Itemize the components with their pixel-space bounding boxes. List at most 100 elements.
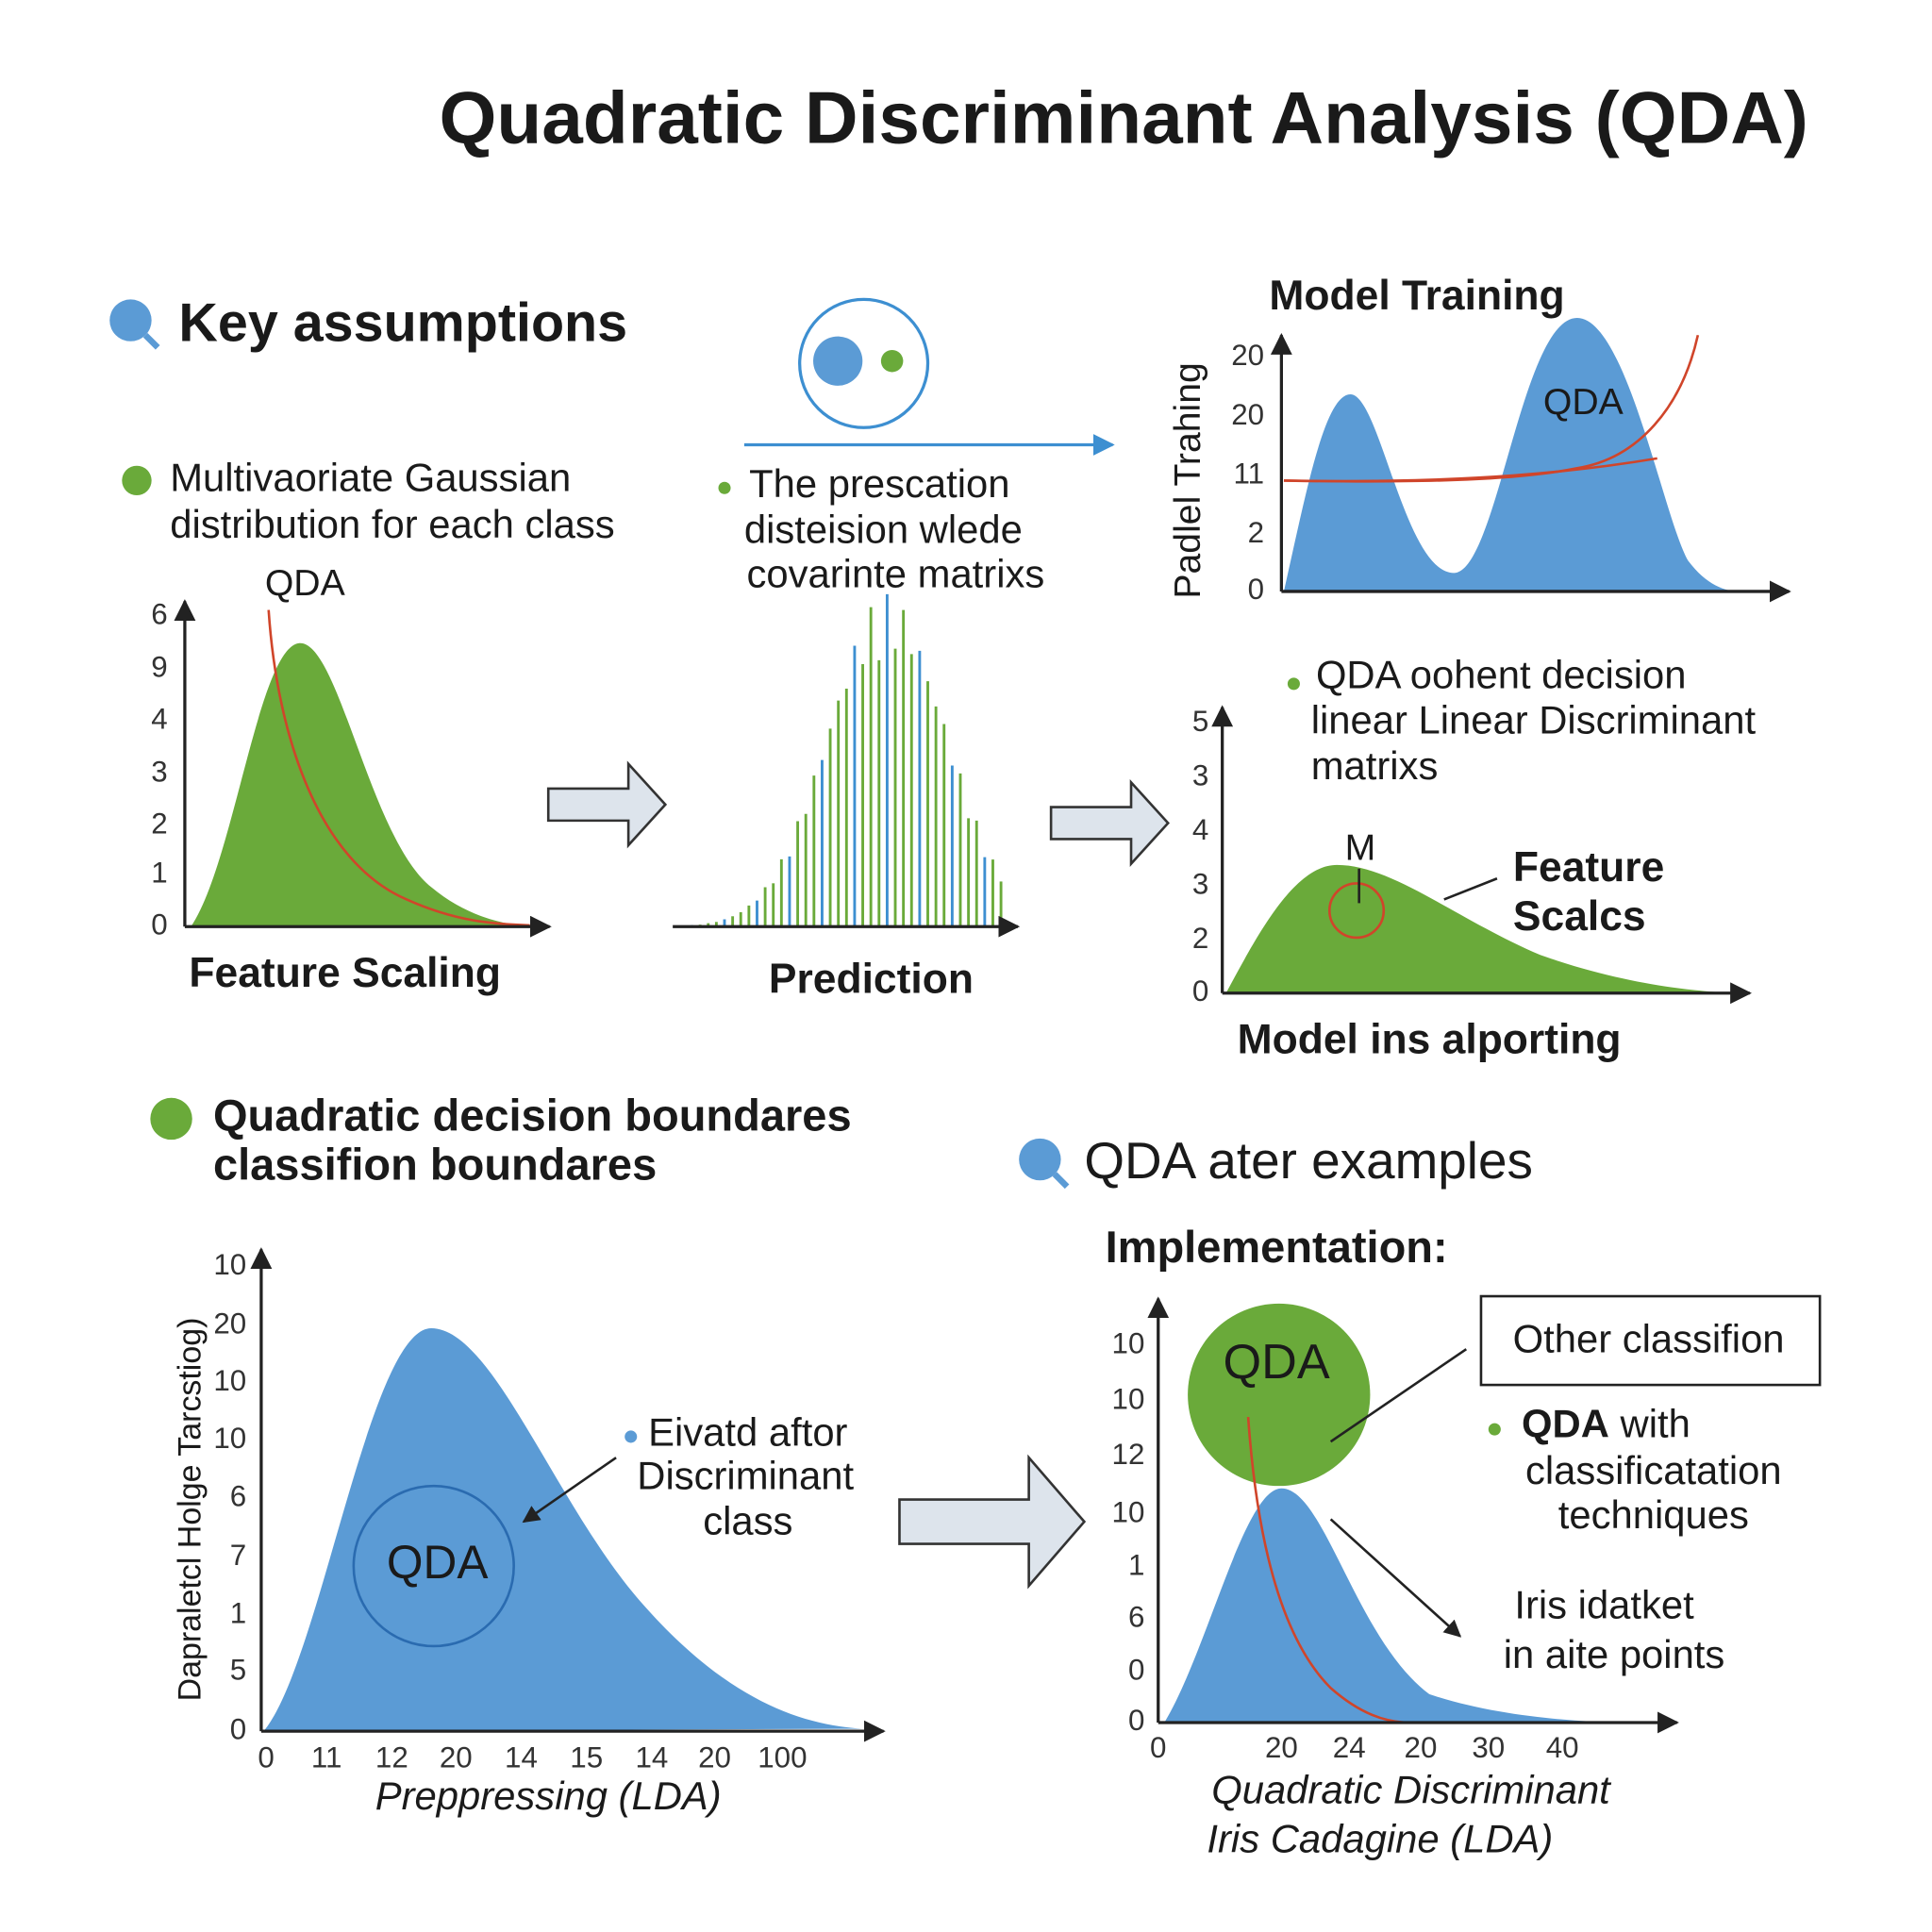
- bullet-dot: [718, 481, 731, 494]
- flow-arrow: [546, 760, 668, 849]
- y-tick-label: 3: [1192, 758, 1208, 791]
- bullet-line: QDA oohent decision: [1316, 652, 1687, 696]
- y-tick-label: 1: [151, 857, 167, 890]
- x-tick-label: 0: [1150, 1731, 1166, 1764]
- caption: Feature Scaling: [189, 950, 501, 996]
- y-tick-label: 1: [230, 1597, 246, 1630]
- bullet-line: matrixs: [1311, 743, 1439, 788]
- circle-label: QDA: [387, 1536, 489, 1589]
- y-tick-label: 0: [1248, 573, 1264, 606]
- x-tick-label: 12: [375, 1740, 408, 1774]
- bullet-line: linear Linear Discriminant: [1311, 698, 1757, 742]
- x-tick-label: 24: [1333, 1731, 1366, 1764]
- bullet-dot: [150, 1097, 192, 1141]
- y-tick-label: 6: [1128, 1601, 1144, 1634]
- y-tick-label: 12: [1112, 1438, 1145, 1471]
- y-tick-label: 7: [230, 1539, 246, 1572]
- annotation: Eivatd aftor: [648, 1410, 847, 1455]
- bullet-line: techniques: [1558, 1492, 1749, 1537]
- y-tick-label: 2: [1248, 516, 1264, 549]
- callout-line: [1443, 877, 1498, 901]
- y-tick-label: 11: [1234, 457, 1265, 490]
- bullet-line: disteision wlede: [744, 507, 1023, 551]
- annotation: class: [703, 1499, 792, 1543]
- callout-line: [1329, 1348, 1468, 1443]
- y-tick-label: 6: [230, 1480, 246, 1513]
- bullet-dot: [1287, 677, 1300, 691]
- y-tick-label: 10: [213, 1422, 246, 1455]
- y-tick-label: 10: [1112, 1382, 1145, 1415]
- y-tick-label: 3: [151, 756, 167, 789]
- y-tick-label: 0: [1128, 1704, 1144, 1737]
- flow-arrow: [898, 1454, 1087, 1590]
- highlight-circle: [352, 1484, 515, 1648]
- caption: Prediction: [769, 957, 974, 1003]
- y-tick-label: 20: [1231, 398, 1264, 431]
- y-tick-label: 5: [230, 1654, 246, 1687]
- bullet-line: covarinte matrixs: [747, 551, 1045, 595]
- callout: Feature: [1513, 844, 1664, 891]
- y-tick-label: 10: [213, 1248, 246, 1281]
- y-tick-label: 4: [1192, 813, 1208, 846]
- section-heading: Quadratic decision boundares: [213, 1090, 852, 1140]
- cluster-icon: [880, 349, 904, 373]
- y-tick-label: 1: [1128, 1549, 1144, 1582]
- density-area: [1225, 864, 1738, 993]
- y-axis-label: Dapraletcl Holge Tarcstiog): [173, 1318, 208, 1702]
- x-tick-label: 14: [505, 1740, 538, 1774]
- bullet-line: distribution for each class: [170, 502, 614, 546]
- x-tick-label: 0: [258, 1740, 274, 1774]
- search-icon: [1019, 1138, 1070, 1190]
- x-tick-label: 100: [758, 1740, 807, 1774]
- y-tick-label: 20: [213, 1307, 246, 1341]
- bullet-bold: QDA: [1522, 1402, 1609, 1446]
- x-tick-label: 40: [1546, 1731, 1579, 1764]
- x-tick-label: 20: [440, 1740, 473, 1774]
- circle-label: QDA: [1224, 1335, 1330, 1390]
- callout: Scalcs: [1513, 893, 1646, 940]
- x-axis-label: Iris Cadagine (LDA): [1207, 1817, 1553, 1861]
- marker-label: M: [1345, 828, 1376, 869]
- panel-title: Model Training: [1269, 273, 1564, 319]
- y-tick-label: 0: [230, 1712, 246, 1745]
- y-axis-label: Padlel Trahing: [1168, 362, 1208, 598]
- y-tick-label: 4: [151, 702, 167, 735]
- section-heading: QDA ater examples: [1084, 1131, 1533, 1190]
- bullet-text: with: [1609, 1402, 1690, 1446]
- section-heading: classifion boundares: [213, 1140, 657, 1190]
- bullet-line: classificatation: [1525, 1448, 1782, 1492]
- x-tick-label: 15: [570, 1740, 603, 1774]
- box-label: Other classifion: [1513, 1316, 1785, 1360]
- y-tick-label: 10: [1112, 1327, 1145, 1360]
- label-box: [1479, 1294, 1822, 1387]
- annotation: Discriminant: [637, 1453, 854, 1497]
- note: Iris idatket: [1514, 1583, 1694, 1627]
- curve-label: QDA: [1543, 382, 1624, 423]
- bullet-dot: [1488, 1423, 1501, 1436]
- note: in aite points: [1504, 1632, 1725, 1676]
- subheading: Implementation:: [1106, 1222, 1448, 1272]
- x-tick-label: 14: [636, 1740, 669, 1774]
- curve-label: QDA: [265, 563, 346, 604]
- bullet-line: QDA with: [1522, 1402, 1690, 1446]
- curve: [267, 609, 530, 927]
- x-axis-label: Quadratic Discriminant: [1211, 1767, 1612, 1811]
- caption: Model ins alporting: [1238, 1017, 1622, 1063]
- annotation-arrow: [1329, 1518, 1462, 1638]
- x-tick-label: 30: [1472, 1731, 1505, 1764]
- bullet-dot: [625, 1430, 638, 1443]
- curve: [1283, 457, 1657, 483]
- title: Quadratic Discriminant Analysis (QDA): [439, 75, 1807, 158]
- highlight-circle: [1328, 882, 1386, 940]
- y-tick-label: 2: [1192, 922, 1208, 955]
- flow-arrow: [1049, 779, 1170, 867]
- section-heading: Key assumptions: [178, 292, 627, 353]
- y-tick-label: 9: [151, 651, 167, 684]
- density-area: [263, 1328, 863, 1732]
- cluster-icon: [813, 336, 863, 386]
- y-tick-label: 0: [1192, 974, 1208, 1008]
- y-tick-label: 10: [213, 1364, 246, 1397]
- bullet-line: Multivaoriate Gaussian: [170, 455, 571, 499]
- x-axis-label: Preppressing (LDA): [375, 1774, 722, 1818]
